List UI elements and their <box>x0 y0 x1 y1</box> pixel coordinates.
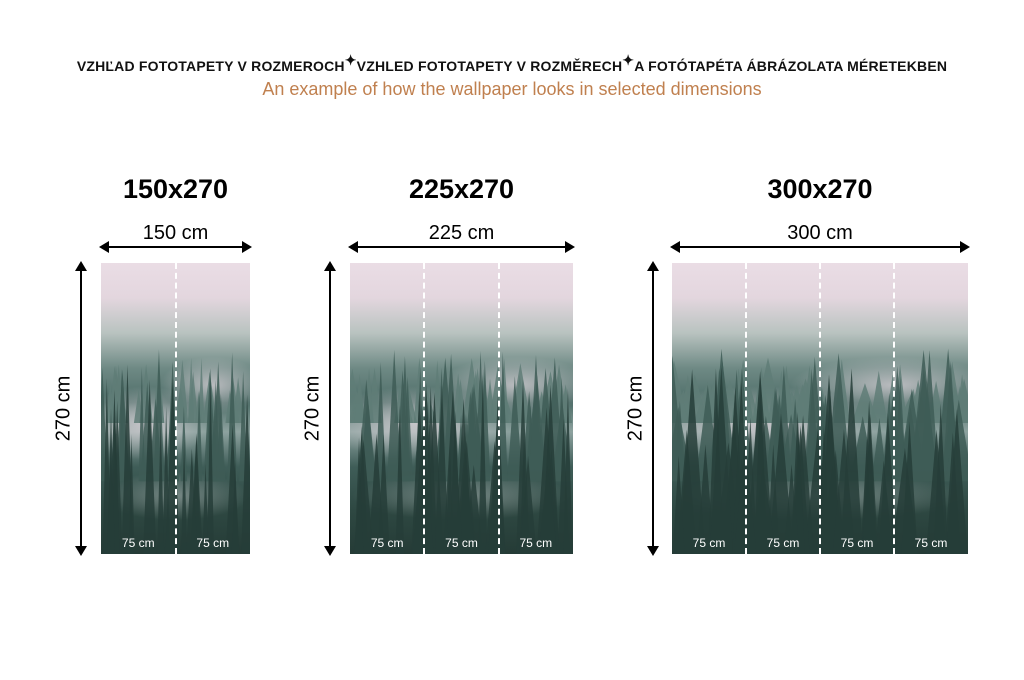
width-label: 300 cm <box>787 222 853 244</box>
width-arrow <box>348 241 575 253</box>
panel-seam <box>174 263 177 554</box>
size-title: 300x270 <box>767 174 873 204</box>
panel-seam <box>423 263 426 554</box>
title-cz: VZHLED FOTOTAPETY V ROZMĚRECH <box>356 58 623 74</box>
panel-seam <box>819 263 821 554</box>
panel-width-label: 75 cm <box>766 536 800 550</box>
panel-width-label: 75 cm <box>196 536 230 550</box>
width-label: 225 cm <box>428 222 495 244</box>
width-arrow <box>670 241 970 253</box>
height-arrow <box>324 261 336 556</box>
height-label: 270 cm <box>52 375 75 441</box>
wallpaper-preview: 75 cm 75 cm 75 cm <box>350 263 573 554</box>
panel-seam <box>745 263 747 554</box>
panel-width-label: 75 cm <box>370 536 404 550</box>
title-hu: A FOTÓTAPÉTA ÁBRÁZOLATA MÉRETEKBEN <box>634 58 948 74</box>
header-subtitle: An example of how the wallpaper looks in… <box>262 79 762 99</box>
header-title: VZHĽAD FOTOTAPETY V ROZMEROCH✦VZHLED FOT… <box>0 52 1024 75</box>
wallpaper-preview: 75 cm 75 cm 75 cm 75 cm <box>672 263 968 554</box>
height-arrow <box>75 261 87 556</box>
size-title: 225x270 <box>408 174 515 204</box>
width-arrow <box>99 241 252 253</box>
panel-width-label: 75 cm <box>519 536 553 550</box>
panel-width-label: 75 cm <box>914 536 948 550</box>
height-label: 270 cm <box>301 375 324 441</box>
title-sk: VZHĽAD FOTOTAPETY V ROZMEROCH <box>76 58 345 74</box>
height-label: 270 cm <box>624 375 647 441</box>
panel-width-label: 75 cm <box>445 536 478 550</box>
panel-width-label: 75 cm <box>692 536 726 550</box>
wallpaper-preview: 75 cm 75 cm <box>101 263 250 554</box>
width-label: 150 cm <box>142 222 209 244</box>
height-arrow <box>647 261 659 556</box>
panel-seam <box>497 263 500 554</box>
panel-width-label: 75 cm <box>840 536 874 550</box>
panel-width-label: 75 cm <box>121 536 155 550</box>
sparkle-icon: ✦ <box>344 52 357 68</box>
sparkle-icon: ✦ <box>622 52 635 68</box>
panel-seam <box>893 263 895 554</box>
size-title: 150x270 <box>122 174 229 204</box>
forest-image <box>350 349 573 554</box>
forest-image <box>672 348 968 554</box>
forest-image <box>101 349 250 554</box>
